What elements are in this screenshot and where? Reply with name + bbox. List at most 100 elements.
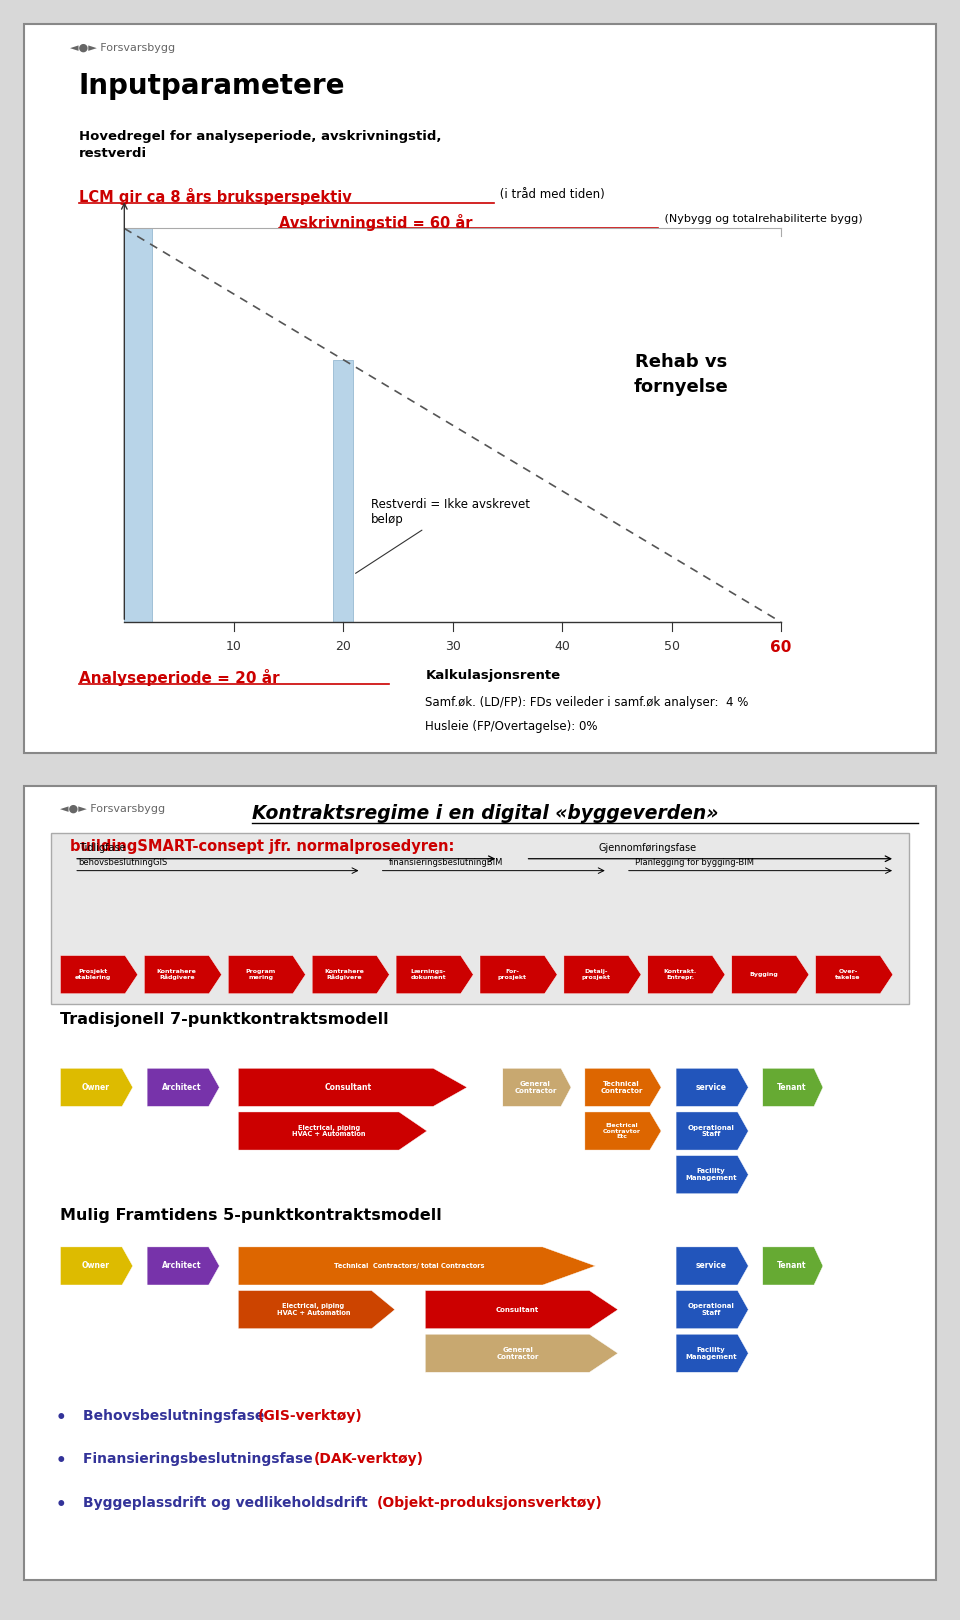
Text: Over-
takelse: Over- takelse [835, 969, 861, 980]
Text: Kontrahere
Rådgivere: Kontrahere Rådgivere [156, 969, 197, 980]
Text: Samf.øk. (LD/FP): FDs veileder i samf.øk analyser:  4 %: Samf.øk. (LD/FP): FDs veileder i samf.øk… [425, 697, 749, 710]
Text: Gjennomføringsfase: Gjennomføringsfase [599, 842, 697, 854]
Text: General
Contractor: General Contractor [496, 1346, 539, 1359]
Text: Bygging: Bygging [750, 972, 779, 977]
Text: Owner: Owner [82, 1082, 109, 1092]
Bar [125, 228, 152, 622]
Text: 60: 60 [770, 640, 792, 656]
FancyArrow shape [585, 1111, 661, 1150]
FancyArrow shape [60, 956, 137, 993]
FancyArrow shape [762, 1068, 823, 1106]
FancyArrow shape [147, 1068, 219, 1106]
Bar [333, 360, 353, 622]
Text: behovsbeslutningGIS: behovsbeslutningGIS [79, 857, 168, 867]
FancyArrow shape [585, 1068, 661, 1106]
Text: Technical  Contractors/ total Contractors: Technical Contractors/ total Contractors [334, 1264, 485, 1268]
FancyArrow shape [60, 1247, 132, 1285]
FancyArrow shape [762, 1247, 823, 1285]
FancyArrow shape [732, 956, 809, 993]
Text: Hovedregel for analyseperiode, avskrivningstid,
restverdi: Hovedregel for analyseperiode, avskrivni… [79, 130, 442, 160]
FancyArrow shape [238, 1291, 395, 1328]
Text: Byggeplassdrift og vedlikeholdsdrift: Byggeplassdrift og vedlikeholdsdrift [84, 1497, 372, 1510]
FancyArrow shape [238, 1068, 468, 1106]
Text: Kontrahere
Rådgivere: Kontrahere Rådgivere [324, 969, 365, 980]
Text: Husleie (FP/Overtagelse): 0%: Husleie (FP/Overtagelse): 0% [425, 721, 598, 734]
Text: Program
mering: Program mering [246, 969, 276, 980]
Text: LCM gir ca 8 års bruksperspektiv: LCM gir ca 8 års bruksperspektiv [79, 188, 351, 206]
Text: Tradisjonell 7-punktkontraktsmodell: Tradisjonell 7-punktkontraktsmodell [60, 1012, 389, 1027]
FancyArrow shape [480, 956, 557, 993]
FancyArrow shape [503, 1068, 571, 1106]
Text: •: • [56, 1409, 66, 1427]
Text: Prosjekt
etablering: Prosjekt etablering [75, 969, 111, 980]
FancyArrow shape [676, 1335, 748, 1372]
Text: Kalkulasjonsrente: Kalkulasjonsrente [425, 669, 561, 682]
Text: Rehab vs
fornyelse: Rehab vs fornyelse [634, 353, 728, 395]
FancyArrow shape [144, 956, 222, 993]
Text: finansieringsbeslutningBIM: finansieringsbeslutningBIM [389, 857, 503, 867]
FancyArrow shape [564, 956, 641, 993]
Text: Kontrakt.
Entrepr.: Kontrakt. Entrepr. [663, 969, 697, 980]
Text: Facility
Management: Facility Management [684, 1346, 736, 1359]
FancyArrow shape [816, 956, 893, 993]
Text: (GIS-verktøy): (GIS-verktøy) [258, 1409, 363, 1422]
Text: ◄●► Forsvarsbygg: ◄●► Forsvarsbygg [60, 804, 166, 813]
Text: Restverdi = Ikke avskrevet
beløp: Restverdi = Ikke avskrevet beløp [355, 497, 530, 573]
FancyArrow shape [60, 1068, 132, 1106]
Text: Operational
Staff: Operational Staff [687, 1304, 734, 1315]
Text: service: service [695, 1082, 727, 1092]
Text: Architect: Architect [162, 1082, 202, 1092]
FancyArrow shape [238, 1247, 595, 1285]
FancyArrow shape [425, 1335, 618, 1372]
Text: (DAK-verktøy): (DAK-verktøy) [313, 1453, 423, 1466]
FancyArrow shape [676, 1291, 748, 1328]
FancyArrow shape [676, 1111, 748, 1150]
Text: 30: 30 [444, 640, 461, 653]
Text: •: • [56, 1453, 66, 1471]
Text: Technical
Contractor: Technical Contractor [600, 1081, 642, 1094]
Text: (Objekt-produksjonsverktøy): (Objekt-produksjonsverktøy) [377, 1497, 603, 1510]
Text: Mulig Framtidens 5-punktkontraktsmodell: Mulig Framtidens 5-punktkontraktsmodell [60, 1209, 443, 1223]
Text: Behovsbeslutningsfase: Behovsbeslutningsfase [84, 1409, 270, 1422]
Text: Tidligfase: Tidligfase [79, 842, 126, 854]
Text: (Nybygg og totalrehabiliterte bygg): (Nybygg og totalrehabiliterte bygg) [660, 214, 862, 224]
Text: Tenant: Tenant [777, 1082, 806, 1092]
FancyArrow shape [238, 1111, 427, 1150]
Text: Kontraktsregime i en digital «byggeverden»: Kontraktsregime i en digital «byggeverde… [252, 804, 718, 823]
Text: Electrical
Contravtor
Etc: Electrical Contravtor Etc [603, 1123, 640, 1139]
Text: 50: 50 [663, 640, 680, 653]
Text: 20: 20 [335, 640, 351, 653]
Text: Analyseperiode = 20 år: Analyseperiode = 20 år [79, 669, 279, 687]
Text: Electrical, piping
HVAC + Automation: Electrical, piping HVAC + Automation [292, 1124, 366, 1137]
Text: service: service [695, 1262, 727, 1270]
FancyArrow shape [425, 1291, 618, 1328]
Text: Consultant: Consultant [324, 1082, 372, 1092]
FancyArrow shape [676, 1068, 748, 1106]
Text: 10: 10 [226, 640, 242, 653]
FancyArrow shape [312, 956, 390, 993]
Text: Inputparametere: Inputparametere [79, 71, 346, 100]
Text: Lærnings-
dokument: Lærnings- dokument [411, 969, 446, 980]
FancyArrow shape [228, 956, 305, 993]
Text: •: • [56, 1497, 66, 1515]
Text: Operational
Staff: Operational Staff [687, 1124, 734, 1137]
Text: buildingSMART-consept jfr. normalprosedyren:: buildingSMART-consept jfr. normalprosedy… [69, 839, 454, 854]
Text: ◄●► Forsvarsbygg: ◄●► Forsvarsbygg [69, 42, 175, 52]
Text: Facility
Management: Facility Management [684, 1168, 736, 1181]
Text: Finansieringsbeslutningsfase: Finansieringsbeslutningsfase [84, 1453, 318, 1466]
Text: General
Contractor: General Contractor [515, 1081, 557, 1094]
Text: Detalj-
prosjekt: Detalj- prosjekt [582, 969, 611, 980]
Text: Architect: Architect [162, 1262, 202, 1270]
Bar [52, 833, 908, 1004]
Text: Consultant: Consultant [496, 1307, 540, 1312]
FancyArrow shape [676, 1155, 748, 1194]
Text: 40: 40 [554, 640, 570, 653]
FancyArrow shape [648, 956, 725, 993]
Text: Planlegging for bygging-BIM: Planlegging for bygging-BIM [636, 857, 754, 867]
Text: Electrical, piping
HVAC + Automation: Electrical, piping HVAC + Automation [276, 1304, 350, 1315]
FancyArrow shape [676, 1247, 748, 1285]
Text: Avskrivningstid = 60 år: Avskrivningstid = 60 år [279, 214, 473, 230]
Text: For-
prosjekt: For- prosjekt [498, 969, 527, 980]
FancyArrow shape [147, 1247, 219, 1285]
FancyArrow shape [396, 956, 473, 993]
